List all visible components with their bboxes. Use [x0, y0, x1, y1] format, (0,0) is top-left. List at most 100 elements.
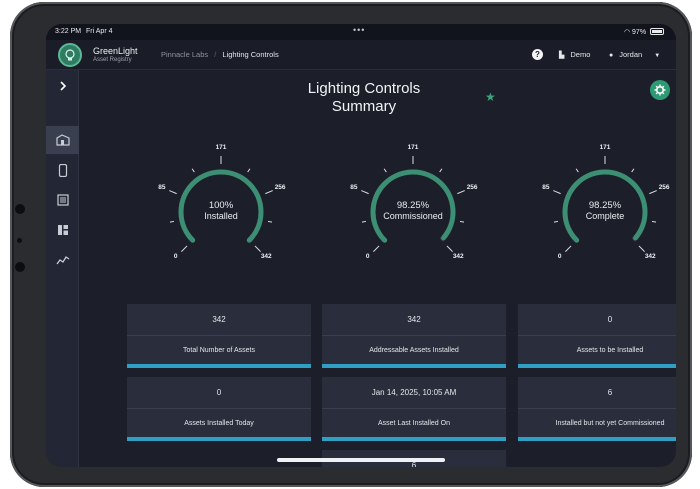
gauge-tick-mark — [638, 245, 645, 252]
gauge-tick-mark — [553, 190, 561, 195]
gauge-tick-mark — [446, 245, 453, 252]
status-bar: 3:22 PM Fri Apr 4 ••• ◠ 97% — [46, 24, 676, 40]
page-title-line1: Lighting Controls — [307, 80, 421, 97]
app-header: GreenLight Asset Registry Pinnacle Labs … — [46, 40, 676, 70]
gauge-tick-mark — [361, 220, 367, 223]
card-accent-bar — [322, 437, 506, 441]
gauge-tick-label: 171 — [599, 144, 611, 151]
expand-sidebar-button[interactable] — [46, 72, 79, 100]
gauge-tick-mark — [361, 190, 369, 195]
home-indicator[interactable] — [277, 458, 445, 462]
sidebar-item-list[interactable] — [46, 186, 79, 214]
user-name: Jordan — [619, 50, 643, 59]
user-menu[interactable]: ● Jordan ▼ — [609, 50, 660, 59]
environment-label: Demo — [570, 50, 591, 59]
tablet-device: 3:22 PM Fri Apr 4 ••• ◠ 97% GreenLight A… — [10, 2, 692, 487]
card-label: Assets Installed Today — [184, 419, 254, 427]
gauge-label: Commissioned — [383, 211, 443, 221]
page-title-line2: Summary — [331, 98, 397, 115]
gauge-tick-label: 171 — [407, 144, 419, 151]
gauge-tick-label: 256 — [466, 183, 478, 191]
gauge-tick-label: 85 — [158, 183, 166, 191]
chevron-right-icon — [59, 81, 66, 91]
greenlight-logo[interactable] — [58, 43, 82, 67]
card-label: Addressable Assets Installed — [369, 346, 459, 354]
gauge-tick-mark — [553, 220, 559, 223]
status-right: ◠ 97% — [624, 28, 664, 36]
gauge-tick-label: 342 — [260, 253, 272, 261]
sidebar-item-dashboard[interactable] — [46, 216, 79, 244]
gauge-value: 98.25% — [396, 200, 430, 211]
card-accent-bar — [322, 364, 506, 368]
breadcrumb: Pinnacle Labs / Lighting Controls — [161, 50, 279, 59]
card-value: 342 — [127, 304, 311, 336]
settings-button[interactable] — [650, 80, 670, 100]
gauge-complete: 0 85 171 256 342 98.25% Complete — [530, 130, 676, 260]
app-subtitle: Asset Registry — [93, 57, 132, 63]
card-value: Jan 14, 2025, 10:05 AM — [322, 377, 506, 409]
gauge-tick-label: 85 — [350, 183, 358, 191]
gauge-svg — [361, 156, 465, 252]
app-name: GreenLight — [93, 46, 138, 56]
help-icon[interactable]: ? — [532, 49, 543, 60]
card-accent-bar — [127, 437, 311, 441]
card-value: 6 — [322, 450, 506, 467]
gauge-tick-mark — [267, 220, 273, 223]
environment-selector[interactable]: ▙ Demo — [559, 50, 590, 59]
stat-card: 342 Addressable Assets Installed — [322, 304, 506, 368]
gauge-value: 100% — [208, 200, 234, 211]
gauge-fill — [370, 169, 456, 243]
sidebar-item-home[interactable] — [46, 126, 79, 154]
building-icon: ▙ — [559, 52, 565, 59]
card-accent-bar — [518, 364, 676, 368]
list-icon — [56, 194, 69, 206]
gauge-commissioned: 0 85 171 256 342 98.25% Commissioned — [338, 130, 488, 260]
card-value: 6 — [518, 377, 676, 409]
gauge-tick-mark — [575, 168, 579, 173]
sidebar-item-analytics[interactable] — [46, 246, 79, 274]
trend-icon — [55, 256, 69, 265]
multitasking-dots-icon[interactable]: ••• — [353, 25, 366, 35]
bulb-icon — [65, 49, 75, 61]
breadcrumb-org[interactable]: Pinnacle Labs — [161, 50, 209, 59]
gauge-fill — [562, 169, 648, 243]
battery-icon — [650, 28, 664, 35]
gauge-svg — [169, 156, 273, 252]
screen: 3:22 PM Fri Apr 4 ••• ◠ 97% GreenLight A… — [46, 24, 676, 467]
sensor-dot — [17, 238, 22, 243]
dashboard-icon — [57, 225, 68, 235]
gauge-tick-mark — [373, 245, 380, 252]
gear-icon — [654, 84, 666, 96]
favorite-star-icon[interactable]: ★ — [485, 90, 496, 104]
wifi-icon: ◠ — [623, 29, 631, 36]
sidebar-item-devices[interactable] — [46, 156, 79, 184]
phone-icon — [58, 163, 67, 177]
user-icon: ● — [609, 52, 614, 59]
breadcrumb-separator: / — [214, 50, 217, 59]
gauge-readout: 98.25% Commissioned — [368, 200, 458, 221]
gauge-tick-label: 342 — [644, 253, 656, 261]
chevron-down-icon: ▼ — [654, 53, 661, 59]
building-icon — [55, 134, 70, 146]
gauge-tick-mark — [649, 190, 657, 195]
sensor-dot — [15, 262, 25, 272]
gauge-tick-mark — [439, 168, 443, 173]
gauge-tick-mark — [191, 168, 195, 173]
gauge-label: Complete — [585, 211, 625, 221]
sidebar — [46, 70, 79, 467]
card-label: Installed but not yet Commissioned — [555, 419, 665, 427]
gauge-tick-label: 342 — [452, 253, 464, 261]
gauge-value: 98.25% — [588, 200, 622, 211]
card-label: Assets to be Installed — [576, 346, 644, 354]
card-value: 0 — [127, 377, 311, 409]
card-value: 0 — [518, 304, 676, 336]
gauge-tick-mark — [565, 245, 572, 252]
gauge-readout: 100% Installed — [176, 200, 266, 221]
gauge-tick-label: 256 — [658, 183, 670, 191]
gauge-tick-label: 256 — [274, 183, 286, 191]
card-label: Total Number of Assets — [183, 346, 255, 354]
card-accent-bar — [518, 437, 676, 441]
gauge-tick-mark — [169, 190, 177, 195]
stat-card: Jan 14, 2025, 10:05 AM Asset Last Instal… — [322, 377, 506, 441]
gauge-tick-mark — [631, 168, 635, 173]
